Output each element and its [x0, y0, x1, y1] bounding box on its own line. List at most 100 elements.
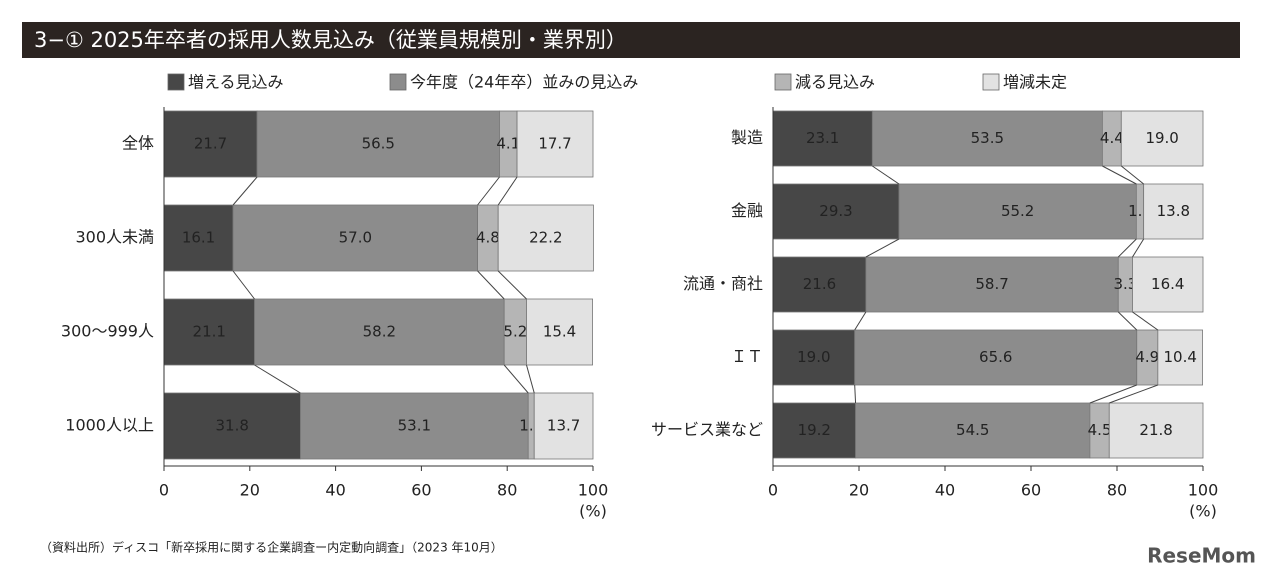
value-label: 56.5: [362, 135, 395, 153]
bar-segment: [300, 392, 529, 460]
connector-line: [497, 176, 518, 206]
value-label: 3.3: [1113, 275, 1137, 293]
bar-segment: [526, 298, 593, 366]
bar-segment: [1132, 256, 1204, 313]
category-label: サービス業など: [651, 420, 763, 439]
value-label: 54.5: [956, 421, 989, 439]
connector-line: [854, 311, 867, 331]
x-axis-unit: (%): [1189, 502, 1217, 521]
legend-swatch: [389, 73, 407, 91]
bar-segment: [497, 204, 594, 272]
value-label: 10.4: [1164, 348, 1197, 366]
connector-line: [477, 176, 500, 206]
title-bar: [22, 22, 1240, 58]
value-label: 53.5: [971, 129, 1004, 147]
x-tick-label: 20: [849, 481, 869, 500]
x-tick-label: 20: [240, 481, 260, 500]
legend-label: 増える見込み: [188, 73, 284, 92]
value-label: 21.8: [1139, 421, 1172, 439]
value-label: 21.7: [194, 135, 227, 153]
value-label: 65.6: [979, 348, 1012, 366]
connector-line: [1117, 238, 1137, 258]
value-label: 55.2: [1001, 202, 1034, 220]
connector-line: [1132, 238, 1145, 258]
connector-line: [1132, 311, 1159, 331]
x-tick-label: 40: [935, 481, 955, 500]
x-axis-unit: (%): [579, 502, 607, 521]
category-label: 製造: [731, 128, 763, 147]
value-label: 16.1: [182, 229, 215, 247]
value-label: 4.4: [1100, 129, 1124, 147]
x-tick-label: 80: [497, 481, 517, 500]
bar-segment: [533, 392, 594, 460]
connector-line: [1109, 384, 1159, 404]
bar-segment: [232, 204, 478, 272]
bar-segment: [865, 256, 1119, 313]
bar-segment: [898, 183, 1137, 240]
connector-line: [477, 270, 505, 300]
legend-swatch: [167, 73, 185, 91]
value-label: 57.0: [339, 229, 372, 247]
x-tick-label: 40: [325, 481, 345, 500]
x-tick-label: 0: [159, 481, 169, 500]
x-tick-label: 60: [411, 481, 431, 500]
bar-segment: [1157, 329, 1203, 386]
bar-segment: [256, 110, 500, 178]
value-label: 29.3: [819, 202, 852, 220]
value-label: 4.5: [1088, 421, 1112, 439]
bar-segment: [1120, 110, 1204, 167]
value-label: 58.7: [975, 275, 1008, 293]
value-label: 23.1: [806, 129, 839, 147]
bar-segment: [254, 298, 505, 366]
connector-line: [1089, 384, 1137, 404]
bar-segment: [855, 402, 1091, 459]
connector-line: [1120, 165, 1144, 185]
value-label: 15.4: [543, 323, 576, 341]
x-tick-label: 0: [768, 481, 778, 500]
connector-line: [865, 238, 900, 258]
value-label: 5.2: [503, 323, 527, 341]
bar-segment: [1108, 402, 1204, 459]
category-label: 金融: [731, 201, 763, 220]
bar-segment: [772, 329, 856, 386]
connector-line: [526, 364, 535, 394]
connector-line: [497, 270, 527, 300]
x-tick-label: 60: [1021, 481, 1041, 500]
bar-segment: [163, 110, 258, 178]
connector-line: [232, 270, 255, 300]
connector-line: [503, 364, 529, 394]
category-label: ＩＴ: [731, 347, 763, 366]
value-label: 19.0: [797, 348, 830, 366]
value-label: 13.7: [547, 417, 580, 435]
bar-segment: [163, 298, 255, 366]
x-tick-label: 80: [1107, 481, 1127, 500]
bar-segment: [772, 256, 867, 313]
legend-label: 増減未定: [1003, 73, 1067, 92]
bar-segment: [163, 392, 301, 460]
connector-line: [1102, 165, 1137, 185]
value-label: 31.8: [216, 417, 249, 435]
bar-segment: [772, 402, 856, 459]
value-label: 58.2: [363, 323, 396, 341]
legend-swatch: [982, 73, 1000, 91]
value-label: 17.7: [538, 135, 571, 153]
value-label: 53.1: [398, 417, 431, 435]
value-label: 22.2: [529, 229, 562, 247]
x-tick-label: 100: [1188, 481, 1219, 500]
category-label: 全体: [122, 134, 154, 153]
bar-segment: [163, 204, 234, 272]
bar-segment: [871, 110, 1103, 167]
bar-segment: [1143, 183, 1204, 240]
legend-swatch: [774, 73, 792, 91]
value-label: 19.2: [798, 421, 831, 439]
value-label: 4.8: [476, 229, 500, 247]
watermark: ReseMom: [1147, 544, 1256, 568]
value-label: 4.9: [1135, 348, 1159, 366]
value-label: 13.8: [1157, 202, 1190, 220]
connector-line: [254, 364, 301, 394]
title: 3−① 2025年卒者の採用人数見込み（従業員規模別・業界別）: [34, 28, 627, 52]
category-label: 流通・商社: [683, 274, 763, 293]
value-label: 16.4: [1151, 275, 1184, 293]
category-label: 300人未満: [75, 228, 154, 247]
